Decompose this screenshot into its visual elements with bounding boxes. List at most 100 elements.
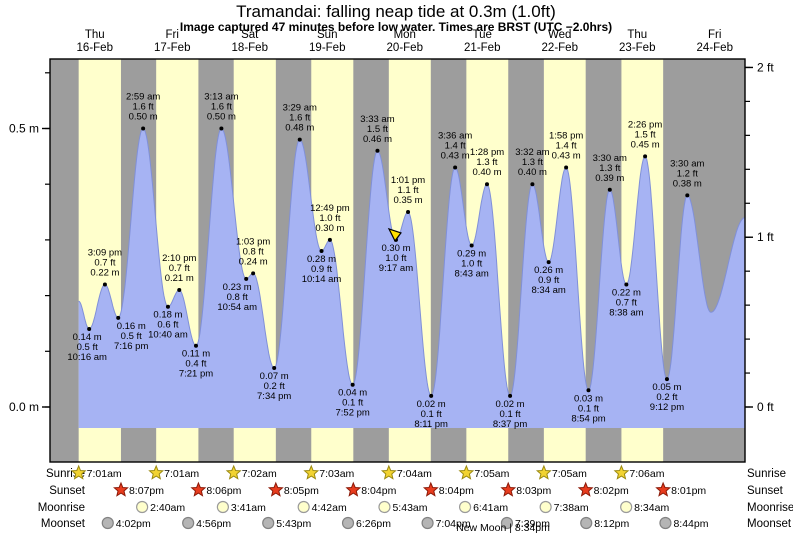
low-tide-dot	[469, 243, 474, 248]
high-tide-dot	[564, 165, 569, 170]
high-tide-dot	[453, 165, 458, 170]
tide-annotation-line: 0.18 m	[153, 310, 182, 321]
tide-annotation-line: 0.1 ft	[421, 409, 442, 420]
tide-annotation-line: 0.8 ft	[243, 246, 264, 257]
high-tide-dot	[643, 154, 648, 159]
tide-annotation-line: 1.3 ft	[599, 163, 620, 174]
day-label-dow: Wed	[548, 29, 571, 41]
tide-annotation-line: 3:33 am	[360, 114, 394, 125]
astro-time: 5:43pm	[276, 518, 311, 530]
day-label-dow: Sat	[241, 29, 259, 41]
astro-row-label-left: Sunset	[49, 485, 86, 497]
astro-time: 7:06am	[629, 468, 664, 480]
astro-time: 2:40am	[150, 502, 185, 514]
tide-annotation-line: 3:36 am	[438, 130, 472, 141]
moonrise-circle-icon	[539, 500, 552, 514]
tide-annotation-line: 1.5 ft	[367, 124, 388, 135]
tide-annotation-line: 0.14 m	[73, 332, 102, 343]
moonset-circle-icon	[580, 516, 593, 530]
chart-title: Tramandai: falling neap tide at 0.3m (1.…	[236, 2, 556, 21]
day-labels: Thu16-FebFri17-FebSat18-FebSun19-FebMon2…	[77, 29, 733, 54]
sunrise-star-icon	[225, 464, 242, 480]
tide-annotation-line: 0.7 ft	[169, 263, 190, 274]
moonset-circle-icon	[341, 516, 355, 530]
sunrise-star-icon	[303, 464, 320, 480]
day-label-date: 23-Feb	[619, 42, 655, 54]
tide-annotation-line: 0.28 m	[307, 254, 336, 265]
tide-annotation-line: 0.30 m	[315, 223, 344, 234]
tide-annotation-line: 0.40 m	[518, 167, 547, 178]
tide-annotation-line: 0.2 ft	[264, 381, 285, 392]
tide-area-fill	[78, 128, 746, 428]
tide-annotation-line: 8:54 pm	[571, 413, 605, 424]
moonset-circle-icon	[421, 516, 434, 530]
tide-annotation-line: 1.6 ft	[133, 102, 154, 113]
low-tide-dot	[508, 393, 513, 398]
low-tide-dot	[586, 388, 591, 393]
tide-annotation-line: 0.1 ft	[500, 409, 521, 420]
astro-time: 3:41am	[231, 502, 266, 514]
astro-time: 4:02pm	[116, 518, 151, 530]
tide-annotation-line: 0.1 ft	[578, 403, 599, 414]
tide-annotation-line: 1:58 pm	[549, 130, 583, 141]
new-moon-label: New Moon | 8:34pm	[456, 522, 550, 534]
left-axis-label: 0.0 m	[9, 400, 39, 414]
astro-time: 8:07pm	[129, 485, 164, 497]
tide-annotation-line: 8:11 pm	[414, 419, 448, 430]
tide-annotation-line: 7:34 pm	[257, 391, 291, 402]
day-label-date: 24-Feb	[697, 42, 733, 54]
tide-annotation-line: 8:38 am	[609, 307, 643, 318]
astro-time: 8:01pm	[671, 485, 706, 497]
astro-row-label-right: Sunrise	[747, 468, 786, 480]
tide-annotation-line: 1.1 ft	[397, 185, 418, 196]
astro-time: 8:02pm	[594, 485, 629, 497]
tide-annotation-line: 0.16 m	[117, 321, 146, 332]
tide-annotation-line: 7:16 pm	[114, 341, 148, 352]
tide-curve-line	[78, 127, 746, 397]
chart-subtitle: Image captured 47 minutes before low wat…	[180, 20, 612, 34]
tide-annotation-line: 1.0 ft	[319, 213, 340, 224]
tide-annotation-line: 0.07 m	[260, 371, 289, 382]
astro-time: 7:04am	[397, 468, 432, 480]
tide-annotation-line: 0.50 m	[129, 112, 158, 123]
day-label-date: 22-Feb	[542, 42, 578, 54]
tide-annotation-line: 3:30 am	[670, 158, 704, 169]
tide-annotation-line: 0.02 m	[417, 399, 446, 410]
tide-annotation-line: 0.43 m	[441, 150, 470, 161]
tide-annotation-line: 0.50 m	[207, 112, 236, 123]
day-label-date: 16-Feb	[77, 42, 113, 54]
tide-annotation-line: 9:17 am	[379, 263, 413, 274]
day-label-date: 19-Feb	[309, 42, 345, 54]
tide-annotation-line: 10:14 am	[302, 274, 342, 285]
tide-annotation-line: 0.35 m	[394, 195, 423, 206]
low-tide-dot	[429, 393, 434, 398]
tide-annotation-line: 0.03 m	[574, 393, 603, 404]
tide-annotation-line: 0.22 m	[612, 287, 641, 298]
right-axis-label: 1 ft	[757, 230, 774, 244]
tide-annotation-line: 0.7 ft	[94, 257, 115, 268]
low-tide-dot	[319, 249, 324, 254]
tide-annotation-line: 0.05 m	[652, 382, 681, 393]
tide-annotation-line: 0.5 ft	[77, 342, 98, 353]
low-tide-dot	[87, 327, 92, 332]
astro-time: 8:12pm	[594, 518, 629, 530]
astro-time: 7:05am	[474, 468, 509, 480]
tide-annotation-line: 0.22 m	[90, 267, 119, 278]
tide-annotation-line: 1.6 ft	[289, 113, 310, 124]
sunset-star-icon	[267, 481, 284, 497]
high-tide-dot	[219, 126, 224, 131]
tide-annotation-line: 0.02 m	[496, 399, 525, 410]
right-axis-label: 0 ft	[757, 400, 774, 414]
astro-time: 6:26pm	[356, 518, 391, 530]
tide-annotation-line: 8:37 pm	[493, 419, 527, 430]
moonrise-circle-icon	[297, 500, 310, 514]
tide-annotation-line: 0.5 ft	[121, 331, 142, 342]
tide-annotation-line: 1.4 ft	[445, 140, 466, 151]
high-tide-dot	[406, 210, 411, 215]
astro-time: 6:41am	[473, 502, 508, 514]
tide-annotation-line: 3:29 am	[283, 103, 317, 114]
high-tide-dot	[327, 237, 332, 242]
astro-time: 8:03pm	[516, 485, 551, 497]
